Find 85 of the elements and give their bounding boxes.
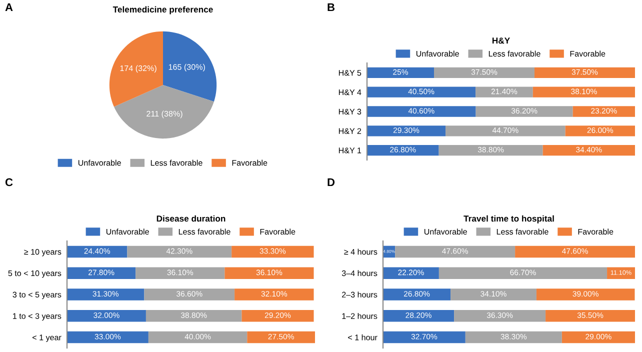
pie-slice (163, 31, 217, 102)
bar (127, 246, 232, 258)
bar (542, 144, 635, 156)
bar (242, 310, 314, 322)
legend-label: Favorable (578, 228, 614, 235)
y-tick-label: 3 to < 5 years (12, 292, 62, 300)
legend-label: Unfavorable (416, 50, 459, 57)
data-label: 211 (38%) (146, 110, 182, 118)
pie-slice (114, 85, 214, 139)
y-tick-label: 1 to < 3 years (13, 313, 62, 320)
chart-title: Disease duration (156, 215, 226, 222)
legend-label: Favorable (232, 160, 268, 166)
bar (395, 246, 516, 258)
bar (476, 106, 573, 117)
y-tick-label: H&Y 5 (338, 70, 362, 76)
bar (367, 86, 476, 98)
data-label: 174 (32%) (120, 65, 156, 73)
bar (67, 246, 128, 258)
bar (465, 331, 562, 344)
bar (572, 106, 635, 117)
bar (146, 310, 242, 322)
bar (565, 126, 635, 136)
text: B (328, 3, 335, 12)
text: D (328, 178, 335, 186)
bar (434, 67, 534, 78)
chart-title: H&Y (492, 38, 510, 44)
bar (534, 67, 635, 78)
bar (383, 288, 451, 300)
bar (144, 288, 235, 300)
bar (476, 86, 533, 98)
bar (438, 267, 608, 279)
bar (367, 144, 439, 156)
bar (136, 267, 225, 279)
bar (247, 331, 315, 344)
text: A (5, 3, 13, 12)
bar (446, 126, 566, 136)
legend-label: Unfavorable (106, 228, 149, 235)
bar (367, 67, 434, 78)
bar (536, 288, 635, 300)
bar (450, 288, 536, 300)
bar (367, 106, 476, 117)
chart-title: Telemedicine preference (112, 6, 213, 14)
bar (383, 310, 454, 322)
legend-label: Favorable (260, 228, 296, 235)
y-tick-label: < 1 hour (348, 334, 378, 340)
bar (532, 86, 635, 98)
bar (454, 310, 546, 322)
y-tick-label: ≥ 4 hours (344, 248, 378, 255)
legend-label: Less favorable (150, 160, 202, 166)
y-tick-label: 2–3 hours (342, 292, 378, 298)
bar (67, 288, 144, 300)
bar (562, 331, 635, 344)
y-tick-label: H&Y 3 (338, 108, 362, 114)
data-label: 165 (30%) (168, 64, 205, 72)
legend-label: Favorable (570, 50, 606, 57)
legend-label: Less favorable (488, 50, 540, 57)
bar (546, 310, 635, 322)
legend-label: Less favorable (496, 228, 548, 235)
legend-label: Less favorable (178, 228, 230, 235)
bar (224, 267, 314, 279)
bar (367, 126, 446, 136)
y-tick-label: 3–4 hours (342, 270, 378, 276)
bar (383, 331, 466, 344)
legend-label: Unfavorable (424, 228, 467, 235)
bar (148, 331, 248, 344)
text: C (5, 178, 13, 186)
bar (67, 310, 146, 322)
bar (515, 246, 635, 258)
y-tick-label: < 1 year (32, 334, 62, 342)
legend-label: Unfavorable (78, 160, 121, 166)
pie-slice (109, 31, 163, 107)
bar (67, 331, 148, 344)
y-tick-label: ≥ 10 years (24, 248, 62, 256)
bar (607, 267, 635, 279)
bar (232, 246, 314, 258)
bar (67, 267, 136, 279)
y-tick-label: H&Y 1 (338, 148, 362, 154)
bar (234, 288, 314, 300)
y-tick-label: 5 to < 10 years (8, 270, 62, 278)
bar (383, 267, 439, 279)
y-tick-label: 1–2 hours (342, 312, 378, 319)
chart-title: Travel time to hospital (464, 215, 554, 224)
y-tick-label: H&Y 4 (338, 89, 362, 96)
bar (438, 144, 543, 156)
y-tick-label: H&Y 2 (338, 128, 362, 134)
